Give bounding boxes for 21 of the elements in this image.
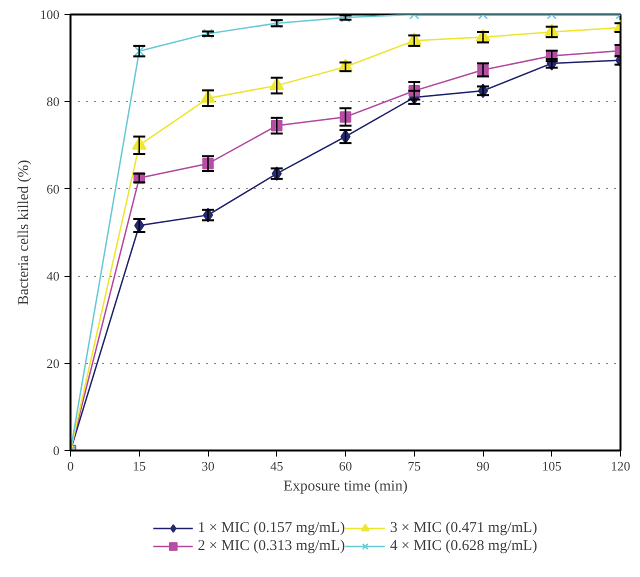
legend-label: 3 × MIC (0.471 mg/mL) — [390, 519, 538, 537]
y-tick-label: 20 — [46, 356, 60, 371]
x-tick-label: 45 — [270, 458, 284, 474]
legend-label: 4 × MIC (0.628 mg/mL) — [390, 537, 538, 555]
x-tick-label: 105 — [542, 458, 562, 474]
x-tick-label: 15 — [132, 458, 146, 474]
x-tick-label: 90 — [476, 458, 490, 474]
x-tick-label: 0 — [67, 458, 74, 474]
y-tick-label: 100 — [40, 7, 60, 22]
y-tick-label: 0 — [53, 443, 60, 458]
legend-label: 2 × MIC (0.313 mg/mL) — [198, 537, 345, 555]
x-tick-label: 120 — [610, 458, 630, 474]
legend-label: 1 × MIC (0.157 mg/mL) — [198, 519, 345, 537]
x-tick-label: 60 — [339, 458, 352, 474]
y-axis-title: Bacteria cells killed (%) — [16, 160, 32, 306]
x-tick-label: 30 — [202, 458, 214, 474]
y-tick-label: 60 — [46, 181, 60, 196]
y-tick-label: 40 — [46, 268, 60, 284]
x-axis-title: Exposure time (min) — [283, 478, 408, 494]
x-tick-label: 75 — [408, 458, 421, 474]
y-tick-label: 80 — [46, 94, 60, 110]
